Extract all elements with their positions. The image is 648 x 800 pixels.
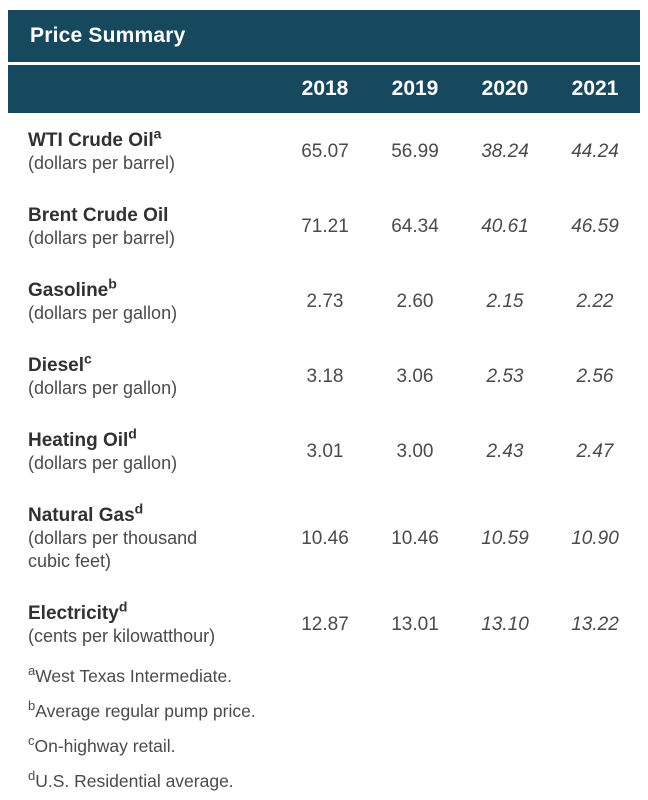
row-footnote-marker: d <box>134 500 144 517</box>
footnote-marker: d <box>28 768 36 784</box>
row-label: Dieselc (dollars per gallon) <box>8 350 240 400</box>
row-name: Electricityd <box>28 598 240 625</box>
value-2021: 2.47 <box>576 441 614 462</box>
value-2021: 2.56 <box>576 366 614 387</box>
row-name: Dieselc <box>28 350 240 377</box>
row-label: Natural Gasd (dollars per thousand cubic… <box>8 500 240 573</box>
footnote-c: cOn-highway retail. <box>28 733 640 757</box>
value-2020: 2.43 <box>486 441 524 462</box>
value-2019: 56.99 <box>391 141 439 162</box>
table-title: Price Summary <box>30 24 186 47</box>
row-unit: (cents per kilowatthour) <box>28 626 216 646</box>
footnote-text: U.S. Residential average. <box>35 771 234 791</box>
table-row: WTI Crude Oila (dollars per barrel) 65.0… <box>8 125 640 175</box>
footnote-marker: a <box>28 663 36 679</box>
footnote-a: aWest Texas Intermediate. <box>28 663 640 687</box>
table-row: Gasolineb (dollars per gallon) 2.73 2.60… <box>8 275 640 325</box>
row-unit: (dollars per gallon) <box>28 453 178 473</box>
year-header-2020: 2020 <box>481 77 529 100</box>
row-footnote-marker: d <box>118 598 128 615</box>
table-row: Brent Crude Oil (dollars per barrel) 71.… <box>8 204 640 250</box>
row-name: WTI Crude Oila <box>28 125 240 152</box>
footnote-marker: b <box>28 698 36 714</box>
value-2018: 2.73 <box>306 291 344 312</box>
value-2019: 3.00 <box>396 441 434 462</box>
value-2018: 3.18 <box>306 366 344 387</box>
footnote-text: On-highway retail. <box>34 736 176 756</box>
row-label: WTI Crude Oila (dollars per barrel) <box>8 125 240 175</box>
row-name: Natural Gasd <box>28 500 240 527</box>
value-2020: 10.59 <box>481 527 529 549</box>
value-2020: 38.24 <box>481 141 529 162</box>
table-row: Electricityd (cents per kilowatthour) 12… <box>8 598 640 648</box>
value-2021: 44.24 <box>571 141 619 162</box>
row-name-text: Diesel <box>28 355 84 376</box>
value-2021: 13.22 <box>571 614 619 635</box>
row-name-text: WTI Crude Oil <box>28 130 154 151</box>
footnote-b: bAverage regular pump price. <box>28 698 640 722</box>
year-header-row: 2018 2019 2020 2021 <box>8 65 640 113</box>
year-header-2019: 2019 <box>391 77 439 100</box>
value-2019: 3.06 <box>396 366 434 387</box>
value-2019: 2.60 <box>396 291 434 312</box>
row-unit: (dollars per barrel) <box>28 228 176 248</box>
footnote-text: West Texas Intermediate. <box>35 666 233 686</box>
value-2019: 10.46 <box>391 527 439 549</box>
value-2020: 40.61 <box>481 216 529 237</box>
row-label: Heating Oild (dollars per gallon) <box>8 425 240 475</box>
row-footnote-marker: a <box>153 125 162 142</box>
value-2020: 2.15 <box>486 291 524 312</box>
row-name-text: Heating Oil <box>28 430 129 451</box>
footnote-d: dU.S. Residential average. <box>28 768 640 792</box>
value-2019: 64.34 <box>391 216 439 237</box>
value-2020: 2.53 <box>486 366 524 387</box>
value-2018: 71.21 <box>301 216 349 237</box>
footnote-marker: c <box>28 733 35 749</box>
row-footnote-marker: d <box>128 425 137 442</box>
row-unit: (dollars per gallon) <box>28 378 178 398</box>
value-2021: 2.22 <box>576 291 614 312</box>
value-2018: 10.46 <box>301 527 349 549</box>
row-name-text: Natural Gas <box>28 505 135 526</box>
row-unit: (dollars per barrel) <box>28 153 176 173</box>
row-name-text: Gasoline <box>28 280 109 301</box>
value-2021: 46.59 <box>571 216 619 237</box>
table-title-bar: Price Summary <box>8 10 640 62</box>
table-row: Heating Oild (dollars per gallon) 3.01 3… <box>8 425 640 475</box>
table-row: Natural Gasd (dollars per thousand cubic… <box>8 500 640 573</box>
row-name-text: Electricity <box>28 603 119 624</box>
row-name-text: Brent Crude Oil <box>28 205 169 226</box>
footnotes: aWest Texas Intermediate. bAverage regul… <box>8 663 640 792</box>
row-label: Electricityd (cents per kilowatthour) <box>8 598 240 648</box>
row-footnote-marker: c <box>83 350 92 367</box>
row-name: Brent Crude Oil <box>28 204 240 227</box>
table-row: Dieselc (dollars per gallon) 3.18 3.06 2… <box>8 350 640 400</box>
row-label: Brent Crude Oil (dollars per barrel) <box>8 204 240 250</box>
row-name: Heating Oild <box>28 425 240 452</box>
value-2018: 65.07 <box>301 141 349 162</box>
value-2019: 13.01 <box>391 614 439 635</box>
year-header-2018: 2018 <box>301 77 349 100</box>
value-2018: 3.01 <box>306 441 344 462</box>
year-header-2021: 2021 <box>571 77 619 100</box>
row-unit: (dollars per thousand cubic feet) <box>28 528 198 571</box>
value-2020: 13.10 <box>481 614 529 635</box>
value-2021: 10.90 <box>571 527 619 549</box>
footnote-text: Average regular pump price. <box>35 701 256 721</box>
row-footnote-marker: b <box>108 275 117 292</box>
row-name: Gasolineb <box>28 275 240 302</box>
row-unit: (dollars per gallon) <box>28 303 178 323</box>
row-label: Gasolineb (dollars per gallon) <box>8 275 240 325</box>
value-2018: 12.87 <box>301 614 349 635</box>
